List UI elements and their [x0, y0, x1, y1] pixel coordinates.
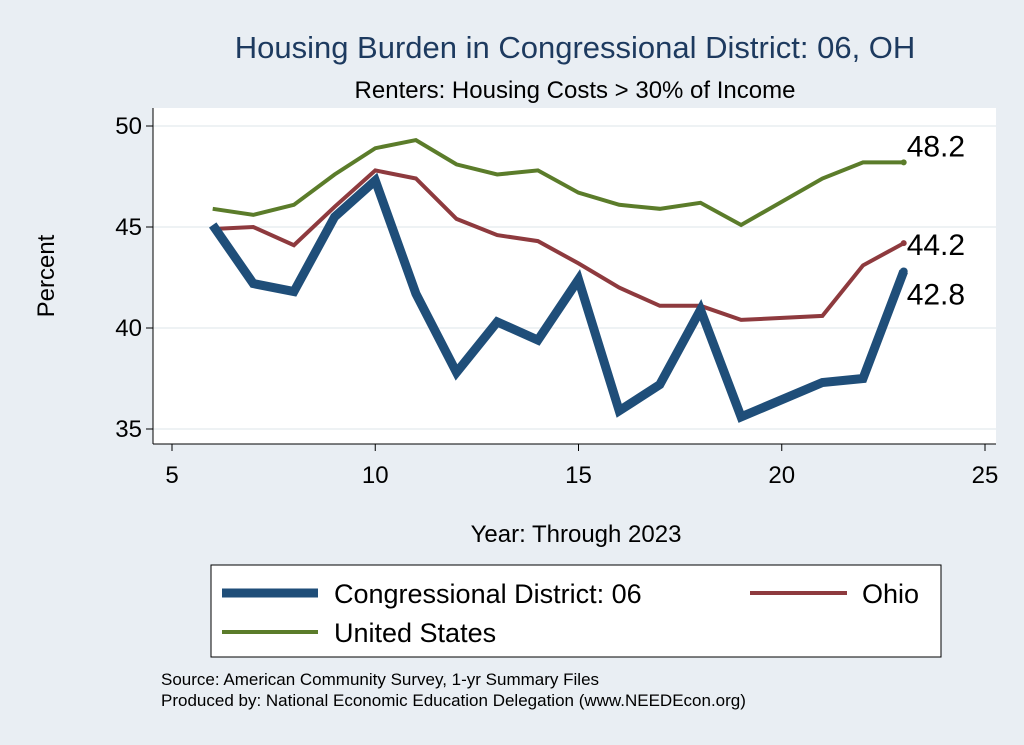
y-tick-label: 50 — [115, 113, 142, 140]
x-tick-label: 20 — [768, 462, 795, 489]
series-end-point — [900, 240, 907, 247]
end-value-label: 44.2 — [907, 229, 965, 262]
end-labels: 42.8 44.2 48.2 — [907, 130, 965, 311]
producer-note: Produced by: National Economic Education… — [161, 691, 746, 710]
legend-label: Ohio — [862, 579, 919, 609]
series-line-0 — [209, 172, 908, 423]
x-tick-label: 10 — [362, 462, 389, 489]
x-tick-label: 5 — [165, 462, 178, 489]
plot-area — [153, 108, 996, 444]
series-end-point — [900, 159, 907, 166]
source-note: Source: American Community Survey, 1-yr … — [161, 670, 599, 689]
x-tick-label: 25 — [972, 462, 999, 489]
chart-subtitle: Renters: Housing Costs > 30% of Income — [355, 77, 796, 104]
legend-label: Congressional District: 06 — [334, 579, 642, 609]
y-tick-label: 40 — [115, 315, 142, 342]
end-value-label: 42.8 — [907, 278, 965, 311]
series-end-point — [899, 267, 908, 276]
series-line-1 — [212, 168, 905, 322]
series-line-2 — [212, 137, 904, 228]
legend: Congressional District: 06 Ohio United Sta… — [210, 564, 942, 658]
x-axis-title: Year: Through 2023 — [471, 521, 682, 548]
legend-box — [210, 564, 942, 658]
series-lines — [209, 137, 908, 423]
legend-label: United States — [334, 618, 496, 648]
grid — [153, 125, 996, 430]
x-tick-label: 15 — [565, 462, 592, 489]
y-axis-title: Percent — [33, 234, 60, 317]
chart-title: Housing Burden in Congressional District… — [235, 30, 916, 65]
y-tick-label: 45 — [115, 214, 142, 241]
axes: 35 40 45 50 5 10 15 20 25 — [115, 108, 998, 489]
end-value-label: 48.2 — [907, 130, 965, 163]
y-tick-label: 35 — [115, 416, 142, 443]
